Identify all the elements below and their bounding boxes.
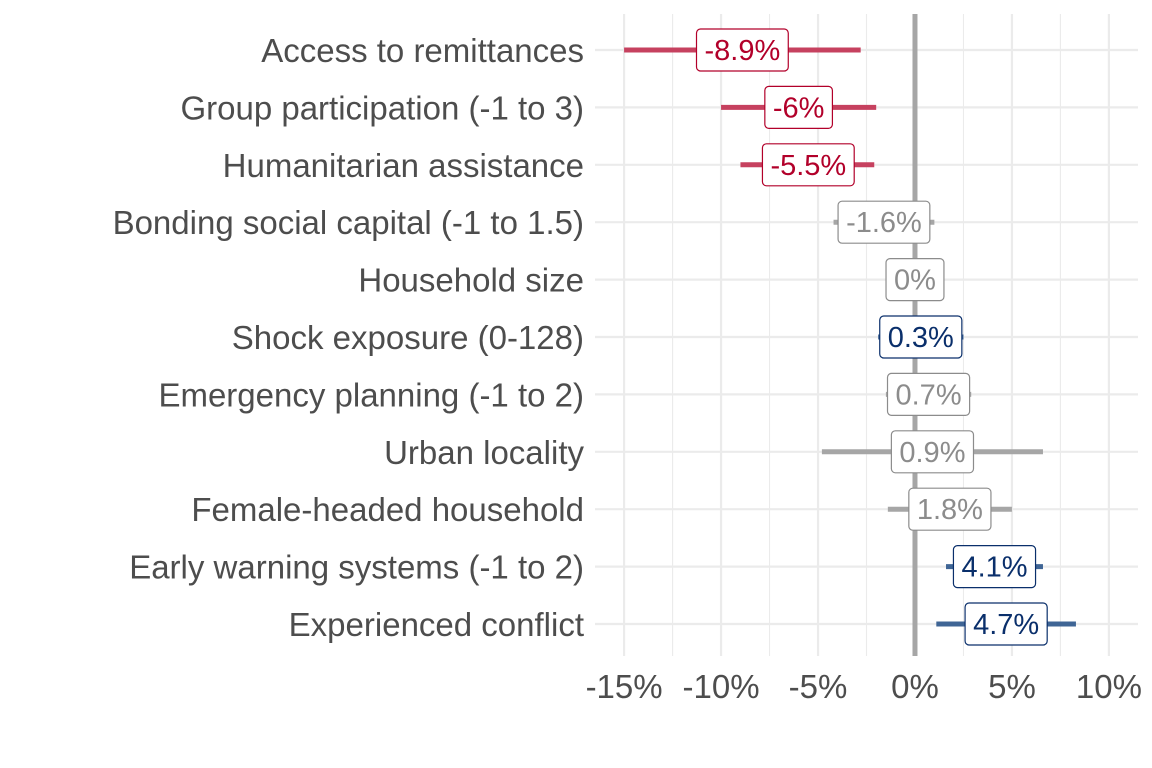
category-label: Shock exposure (0-128): [232, 319, 584, 356]
value-label-text: -1.6%: [846, 207, 922, 239]
value-label: -6%: [764, 85, 834, 130]
value-label: 0.3%: [879, 315, 963, 359]
category-label: Urban locality: [384, 434, 584, 471]
x-tick-label: 5%: [988, 668, 1036, 705]
x-tick-label: -15%: [586, 668, 663, 705]
value-label: 1.8%: [908, 487, 992, 531]
value-labels: -8.9% -6% -5.5%-1.6% 0% 0.3% 0.7% 0.9% 1.8% 4.1%…: [695, 28, 1048, 646]
value-label-text: -6%: [773, 92, 825, 124]
category-label: Early warning systems (-1 to 2): [129, 549, 584, 586]
value-label-box: [761, 143, 855, 187]
value-label-box: [964, 602, 1048, 646]
value-label-box: [890, 430, 975, 474]
value-label: -8.9%: [695, 28, 789, 72]
value-label-box: [764, 85, 834, 130]
value-label-text: -8.9%: [705, 35, 781, 67]
value-label-text: 0.9%: [899, 437, 965, 469]
grid-lines: [595, 14, 1138, 656]
value-label-box: [879, 315, 963, 359]
value-label: -5.5%: [761, 143, 855, 187]
value-label-box: [908, 487, 992, 531]
category-label: Humanitarian assistance: [223, 147, 584, 184]
value-label-box: [886, 372, 971, 416]
value-label: 4.1%: [952, 544, 1037, 589]
category-label: Access to remittances: [261, 32, 584, 69]
value-label: 0%: [885, 258, 945, 302]
value-label-text: 4.1%: [961, 552, 1027, 584]
value-label-box: [837, 200, 931, 244]
value-label: 0.9%: [890, 430, 975, 474]
category-label: Bonding social capital (-1 to 1.5): [113, 204, 584, 241]
value-label-text: 4.7%: [973, 609, 1039, 641]
category-label: Emergency planning (-1 to 2): [158, 376, 584, 413]
category-label: Household size: [358, 262, 584, 299]
x-tick-label: -10%: [683, 668, 760, 705]
x-tick-label: 0%: [891, 668, 939, 705]
value-label-box: [952, 544, 1037, 589]
category-label: Group participation (-1 to 3): [180, 89, 584, 126]
x-tick-label: -5%: [789, 668, 848, 705]
x-tick-label: 10%: [1076, 668, 1142, 705]
category-labels: Access to remittances Group participation…: [113, 32, 585, 643]
value-label: 0.7%: [886, 372, 971, 416]
value-label-text: 1.8%: [917, 494, 983, 526]
category-label: Experienced conflict: [289, 606, 584, 643]
value-label-box: [695, 28, 789, 72]
value-label: -1.6%: [837, 200, 931, 244]
x-axis-tick-labels: -15% -10% -5% 0% 5% 10%: [586, 668, 1142, 705]
value-label: 4.7%: [964, 602, 1048, 646]
value-label-text: -5.5%: [770, 150, 846, 182]
value-label-text: 0%: [894, 265, 936, 297]
value-label-box: [885, 258, 945, 302]
value-label-text: 0.3%: [888, 322, 954, 354]
category-label: Female-headed household: [191, 491, 584, 528]
value-label-text: 0.7%: [896, 379, 962, 411]
